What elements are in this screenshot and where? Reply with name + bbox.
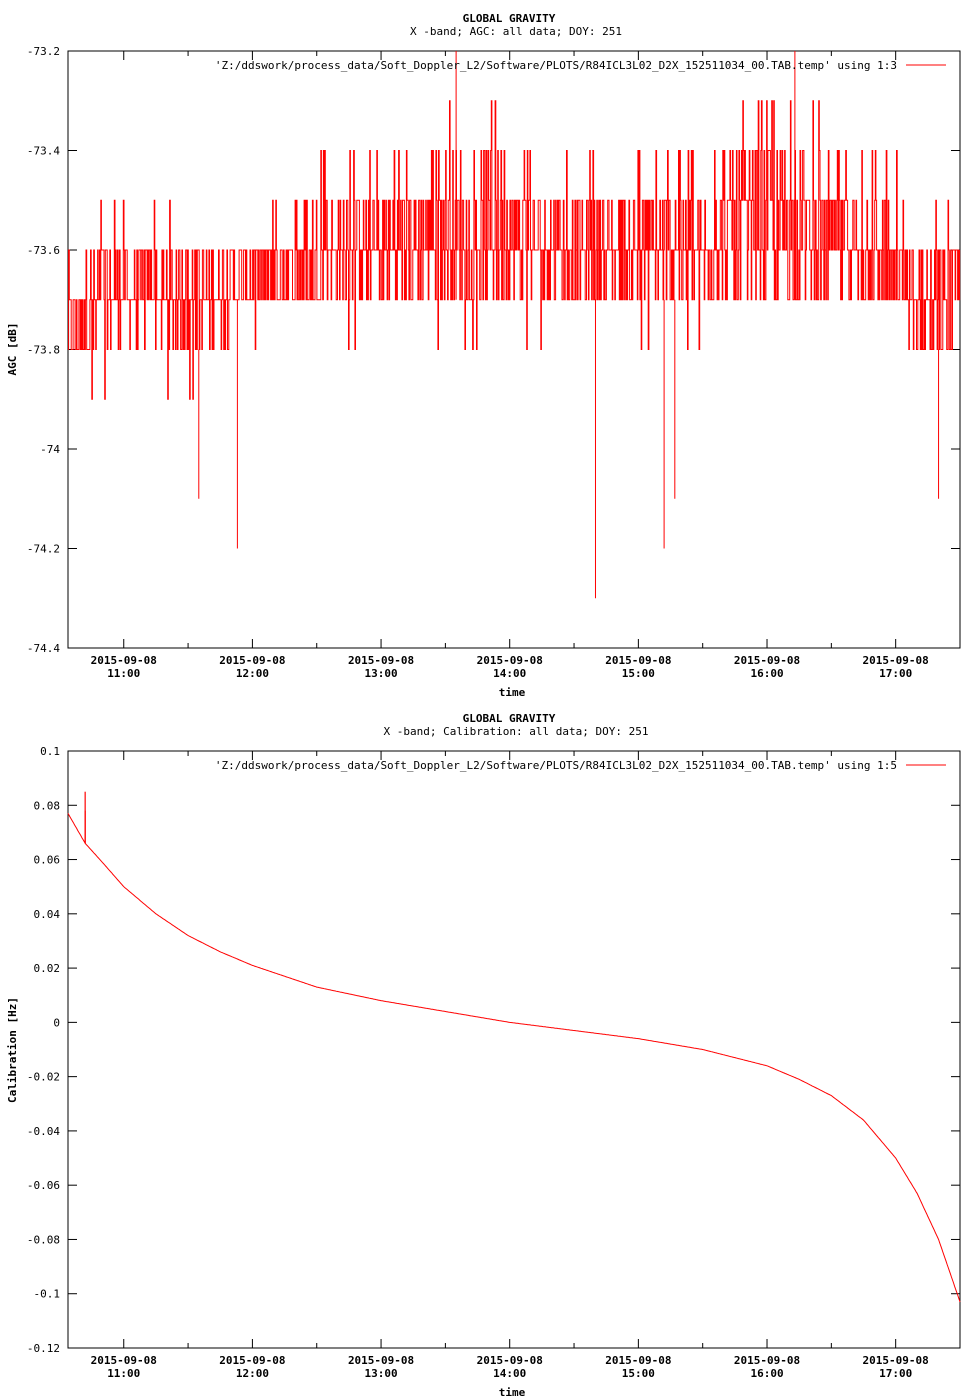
y-tick-label: -0.08: [27, 1233, 60, 1246]
y-tick-label: 0.04: [34, 908, 61, 921]
calibration-plot: GLOBAL GRAVITY X -band; Calibration: all…: [6, 712, 961, 1399]
x-tick-time: 11:00: [107, 667, 140, 680]
agc-series: [68, 51, 961, 599]
legend-label: 'Z:/ddswork/process_data/Soft_Doppler_L2…: [215, 59, 897, 72]
x-tick-date: 2015-09-08: [734, 1354, 800, 1367]
y-tick-label: 0.1: [40, 745, 60, 758]
x-tick-time: 14:00: [493, 1367, 526, 1380]
agc-line: [68, 100, 961, 400]
y-tick-label: 0.02: [34, 962, 61, 975]
x-tick-time: 12:00: [236, 667, 269, 680]
tick-marks: [68, 50, 960, 649]
x-tick-date: 2015-09-08: [863, 654, 929, 667]
x-tick-date: 2015-09-08: [219, 1354, 285, 1367]
x-tick-date: 2015-09-08: [477, 1354, 543, 1367]
x-tick-time: 16:00: [750, 1367, 783, 1380]
x-tick-time: 17:00: [879, 667, 912, 680]
x-tick-date: 2015-09-08: [734, 654, 800, 667]
chart-title: GLOBAL GRAVITY: [463, 712, 556, 725]
y-axis-label: AGC [dB]: [6, 323, 19, 376]
x-tick-time: 12:00: [236, 1367, 269, 1380]
y-tick-label: -0.06: [27, 1179, 60, 1192]
x-tick-time: 11:00: [107, 1367, 140, 1380]
y-tick-labels: 0.1 0.08 0.06 0.04 0.02 0 -0.02 -0.04 -0.06 -0.08…: [27, 745, 60, 1355]
x-tick-time: 15:00: [622, 667, 655, 680]
x-tick-date: 2015-09-08: [91, 1354, 157, 1367]
y-tick-label: -74.4: [27, 642, 60, 655]
x-tick-date: 2015-09-08: [605, 654, 671, 667]
legend-label: 'Z:/ddswork/process_data/Soft_Doppler_L2…: [215, 759, 897, 772]
y-tick-label: -74.2: [27, 543, 60, 556]
y-tick-labels: -73.2 -73.4 -73.6 -73.8 -74 -74.2 -74.4: [27, 45, 60, 655]
x-tick-time: 14:00: [493, 667, 526, 680]
y-axis-label: Calibration [Hz]: [6, 997, 19, 1103]
x-axis-label: time: [499, 686, 526, 699]
x-tick-date: 2015-09-08: [91, 654, 157, 667]
tick-marks: [68, 750, 960, 1349]
calibration-series: [67, 791, 961, 1303]
y-tick-label: -73.8: [27, 344, 60, 357]
chart-subtitle: X -band; AGC: all data; DOY: 251: [410, 25, 622, 38]
x-tick-time: 15:00: [622, 1367, 655, 1380]
x-tick-time: 13:00: [364, 667, 397, 680]
x-tick-time: 16:00: [750, 667, 783, 680]
y-tick-label: -0.04: [27, 1125, 60, 1138]
x-axis-label: time: [499, 1386, 526, 1399]
x-tick-date: 2015-09-08: [477, 654, 543, 667]
plot-frame: [67, 750, 961, 1349]
x-tick-time: 13:00: [364, 1367, 397, 1380]
x-tick-date: 2015-09-08: [219, 654, 285, 667]
x-tick-labels: 2015-09-0811:002015-09-0812:002015-09-08…: [91, 654, 929, 680]
x-tick-time: 17:00: [879, 1367, 912, 1380]
calibration-line: [67, 813, 961, 1303]
x-tick-date: 2015-09-08: [348, 654, 414, 667]
x-tick-date: 2015-09-08: [348, 1354, 414, 1367]
y-tick-label: -0.1: [34, 1288, 61, 1301]
y-tick-label: -73.6: [27, 244, 60, 257]
x-tick-labels: 2015-09-0811:002015-09-0812:002015-09-08…: [91, 1354, 929, 1380]
y-tick-label: 0.06: [34, 854, 61, 867]
y-tick-label: -0.12: [27, 1342, 60, 1355]
y-tick-label: -0.02: [27, 1071, 60, 1084]
x-tick-date: 2015-09-08: [863, 1354, 929, 1367]
agc-plot: GLOBAL GRAVITY X -band; AGC: all data; D…: [6, 12, 961, 699]
chart-title: GLOBAL GRAVITY: [463, 12, 556, 25]
y-tick-label: 0.08: [34, 799, 61, 812]
chart-subtitle: X -band; Calibration: all data; DOY: 251: [384, 725, 649, 738]
y-tick-label: 0: [53, 1016, 60, 1029]
y-tick-label: -73.4: [27, 145, 60, 158]
x-tick-date: 2015-09-08: [605, 1354, 671, 1367]
y-tick-label: -73.2: [27, 45, 60, 58]
y-tick-label: -74: [40, 443, 60, 456]
